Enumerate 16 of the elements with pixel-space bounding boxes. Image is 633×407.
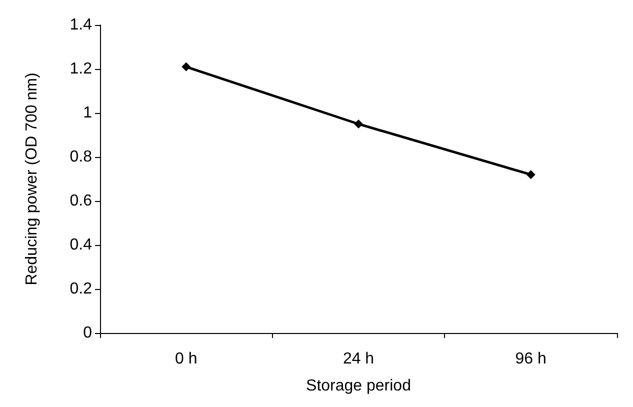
x-tick-label: 96 h (515, 350, 546, 368)
point (182, 62, 191, 72)
y-tick-label: 1.4 (70, 16, 92, 34)
y-tick-label: 0.8 (70, 148, 92, 166)
y-axis-title: Reducing power (OD 700 nm) (24, 72, 40, 286)
y-tick-label: 0.2 (70, 280, 92, 298)
y-tick-label: 1.2 (70, 60, 92, 78)
point (526, 170, 536, 180)
x-tick-label: 24 h (342, 350, 374, 368)
x-axis-title: Storage period (306, 378, 411, 394)
y-tick-label: 0 (83, 324, 92, 342)
point (354, 120, 363, 128)
y-tick-label: 0.4 (70, 236, 92, 254)
y-tick-label: 1 (83, 104, 92, 122)
x-tick-label: 0 h (175, 350, 198, 368)
y-tick-label: 0.6 (70, 192, 92, 210)
